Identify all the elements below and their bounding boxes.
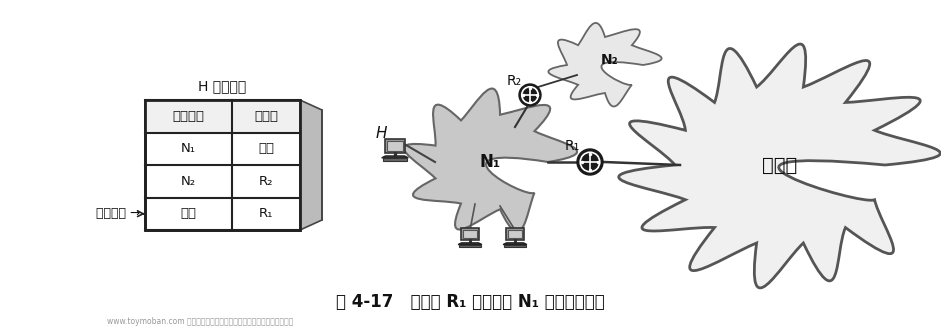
Text: R₁: R₁ [259,207,273,220]
FancyBboxPatch shape [385,139,406,153]
Polygon shape [458,243,482,245]
FancyBboxPatch shape [459,245,481,247]
FancyBboxPatch shape [145,100,300,230]
Polygon shape [382,156,408,158]
FancyBboxPatch shape [387,141,403,151]
Text: H 的路由表: H 的路由表 [199,79,247,93]
PathPatch shape [619,44,940,288]
FancyBboxPatch shape [145,100,300,133]
FancyBboxPatch shape [508,230,522,238]
Circle shape [577,149,603,175]
PathPatch shape [549,23,662,107]
Text: 默认路由 →: 默认路由 → [97,207,141,220]
Text: R₂: R₂ [259,175,273,188]
Text: 直接: 直接 [258,142,274,155]
Text: R₁: R₁ [565,139,580,153]
FancyBboxPatch shape [463,230,477,238]
Polygon shape [300,100,322,230]
Text: N₁: N₁ [181,142,196,155]
FancyBboxPatch shape [461,228,479,240]
Text: 其他: 其他 [181,207,197,220]
FancyBboxPatch shape [505,228,524,240]
Text: H: H [375,125,387,141]
Text: N₂: N₂ [181,175,196,188]
Text: R₂: R₂ [506,74,521,88]
Text: N₁: N₁ [479,153,501,171]
FancyBboxPatch shape [383,158,407,161]
Text: 目的网络: 目的网络 [172,110,204,123]
Text: 下一跳: 下一跳 [254,110,278,123]
Text: N₂: N₂ [601,53,619,67]
PathPatch shape [404,88,577,232]
Text: www.toymoban.com 网络图片仅供展示，非许借，知得仅供研究示动哦。: www.toymoban.com 网络图片仅供展示，非许借，知得仅供研究示动哦。 [107,317,294,326]
Polygon shape [503,243,527,245]
Text: 互联网: 互联网 [762,155,798,175]
Circle shape [519,84,541,106]
Text: 图 4-17   路由器 R₁ 充当网络 N₁ 的默认路由器: 图 4-17 路由器 R₁ 充当网络 N₁ 的默认路由器 [336,293,604,311]
FancyBboxPatch shape [504,245,526,247]
